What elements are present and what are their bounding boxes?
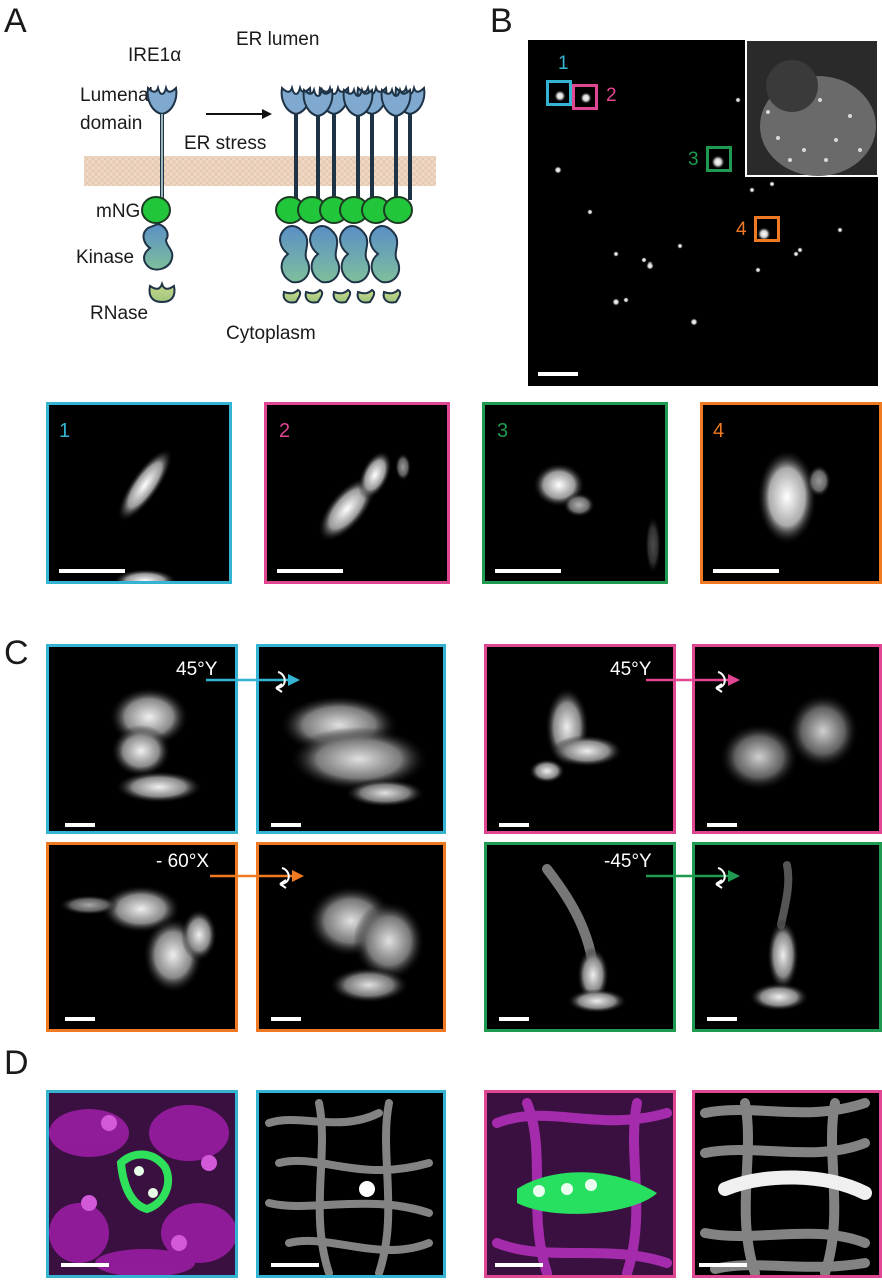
zoom-scale-bar-4 <box>713 569 779 573</box>
zoom-number-3: 3 <box>497 420 509 442</box>
lumenal-label-line2: domain <box>80 113 143 134</box>
ire1-diagram: ER lumen IRE1α Lumenal domain ER stress … <box>0 0 470 370</box>
c-green-rotated <box>692 842 882 1032</box>
c-scale-bar <box>499 1017 529 1021</box>
d-cyan-merge <box>46 1090 238 1278</box>
rotation-arrow-orange <box>210 867 304 889</box>
rotation-label-cyan: 45°Y <box>176 659 218 680</box>
d-scale-bar <box>271 1263 319 1267</box>
d-scale-bar <box>61 1263 109 1267</box>
c-cyan-front <box>46 644 238 834</box>
roi-number-1: 1 <box>558 53 569 74</box>
cytoplasm-label: Cytoplasm <box>226 323 316 344</box>
er-stress-label: ER stress <box>184 133 267 154</box>
kinase-label: Kinase <box>76 247 135 268</box>
d-scale-bar <box>495 1263 543 1267</box>
roi-box-1 <box>546 80 572 106</box>
rotation-arrow-green <box>646 867 740 889</box>
roi-box-2 <box>572 84 598 110</box>
c-scale-bar <box>271 1017 301 1021</box>
zoom-number-2: 2 <box>279 420 291 442</box>
roi-box-4 <box>754 216 780 242</box>
panel-letter-c: C <box>4 634 29 672</box>
mng-label: mNG <box>96 201 141 222</box>
c-cyan-rotated <box>256 644 446 834</box>
roi-number-2: 2 <box>606 85 617 106</box>
panel-letter-d: D <box>4 1044 29 1082</box>
ire1-label: IRE1α <box>128 45 182 66</box>
c-scale-bar <box>271 823 301 827</box>
zoom-panel-2: 2 <box>264 402 450 584</box>
d-magenta-merge <box>484 1090 676 1278</box>
overview-image <box>528 40 878 386</box>
zoom-panel-3: 3 <box>482 402 668 584</box>
zoom-scale-bar-2 <box>277 569 343 573</box>
rotation-label-green: -45°Y <box>604 851 652 872</box>
roi-box-3 <box>706 146 732 172</box>
c-orange-rotated <box>256 842 446 1032</box>
c-magenta-rotated <box>692 644 882 834</box>
rotation-arrow-cyan <box>206 671 300 693</box>
c-orange-front <box>46 842 238 1032</box>
d-magenta-gray <box>692 1090 882 1278</box>
panel-letter-b: B <box>490 2 513 40</box>
ire1-schematic <box>84 87 436 304</box>
zoom-panel-1: 1 <box>46 402 232 584</box>
er-lumen-label: ER lumen <box>236 29 320 50</box>
ire1-oligomer <box>275 87 426 304</box>
er-membrane <box>84 156 436 186</box>
c-scale-bar <box>65 823 95 827</box>
overview-scale-bar <box>538 372 578 376</box>
c-magenta-front <box>484 644 676 834</box>
c-green-front <box>484 842 676 1032</box>
c-scale-bar <box>499 823 529 827</box>
c-scale-bar <box>707 823 737 827</box>
zoom-number-4: 4 <box>713 420 725 442</box>
roi-number-4: 4 <box>736 219 747 240</box>
d-scale-bar <box>699 1263 747 1267</box>
c-scale-bar <box>707 1017 737 1021</box>
zoom-number-1: 1 <box>59 420 71 442</box>
rnase-label: RNase <box>90 303 149 324</box>
roi-number-3: 3 <box>688 149 699 170</box>
zoom-scale-bar-1 <box>59 569 125 573</box>
rotation-label-orange: - 60°X <box>156 851 210 872</box>
panel-letter-a: A <box>4 2 27 40</box>
zoom-panel-4: 4 <box>700 402 882 584</box>
rotation-arrow-magenta <box>646 671 740 693</box>
c-scale-bar <box>65 1017 95 1021</box>
zoom-scale-bar-3 <box>495 569 561 573</box>
rotation-label-magenta: 45°Y <box>610 659 652 680</box>
lumenal-label-line1: Lumenal <box>80 85 153 106</box>
d-cyan-gray <box>256 1090 446 1278</box>
